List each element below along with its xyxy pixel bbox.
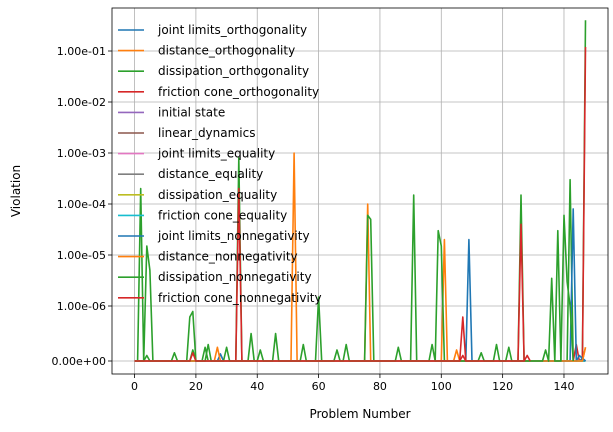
y-axis-ticks: 0.00e+00 1.00e-06 1.00e-05 1.00e-04 1.00e-03…	[52, 45, 112, 368]
legend-label-4: initial state	[158, 105, 225, 119]
x-tick-label: 100	[431, 380, 452, 393]
legend-label-2: dissipation_orthogonality	[158, 64, 309, 78]
legend-label-7: distance_equality	[158, 167, 263, 181]
y-tick-label: 1.00e-04	[57, 198, 106, 211]
x-tick-label: 120	[492, 380, 513, 393]
x-tick-label: 0	[131, 380, 138, 393]
legend-label-12: dissipation_nonnegativity	[158, 270, 312, 284]
x-tick-label: 80	[373, 380, 387, 393]
y-tick-label: 1.00e-02	[57, 96, 106, 109]
y-axis-label: Violation	[9, 165, 23, 217]
x-tick-label: 60	[312, 380, 326, 393]
y-tick-label: 1.00e-06	[57, 300, 106, 313]
legend-label-6: joint limits_equality	[157, 147, 275, 161]
legend-label-13: friction cone_nonnegativity	[158, 291, 322, 305]
x-axis-label: Problem Number	[309, 407, 410, 421]
series-lines	[134, 20, 587, 362]
legend-label-11: distance_nonnegativity	[158, 250, 298, 264]
series-line-1	[134, 152, 587, 362]
x-axis-ticks: 0 20 40 60 80 100 120 140	[131, 374, 574, 393]
legend-label-9: friction cone_equality	[158, 208, 287, 222]
x-tick-label: 20	[189, 380, 203, 393]
legend-label-1: distance_orthogonality	[158, 44, 295, 58]
plot-frame	[111, 7, 609, 375]
legend-label-10: joint limits_nonnegativity	[157, 229, 310, 243]
y-tick-label: 1.00e-05	[57, 249, 106, 262]
y-tick-label: 1.00e-03	[57, 147, 106, 160]
series-line-13	[134, 351, 531, 362]
legend-label-5: linear_dynamics	[158, 126, 256, 140]
y-tick-label: 0.00e+00	[52, 355, 106, 368]
legend: joint limits_orthogonality distance_ortho…	[118, 23, 322, 305]
x-tick-label: 140	[553, 380, 574, 393]
legend-label-3: friction cone_orthogonality	[158, 85, 319, 99]
y-tick-label: 1.00e-01	[57, 45, 106, 58]
legend-label-8: dissipation_equality	[158, 188, 277, 202]
legend-label-0: joint limits_orthogonality	[157, 23, 307, 37]
x-tick-label: 40	[250, 380, 264, 393]
